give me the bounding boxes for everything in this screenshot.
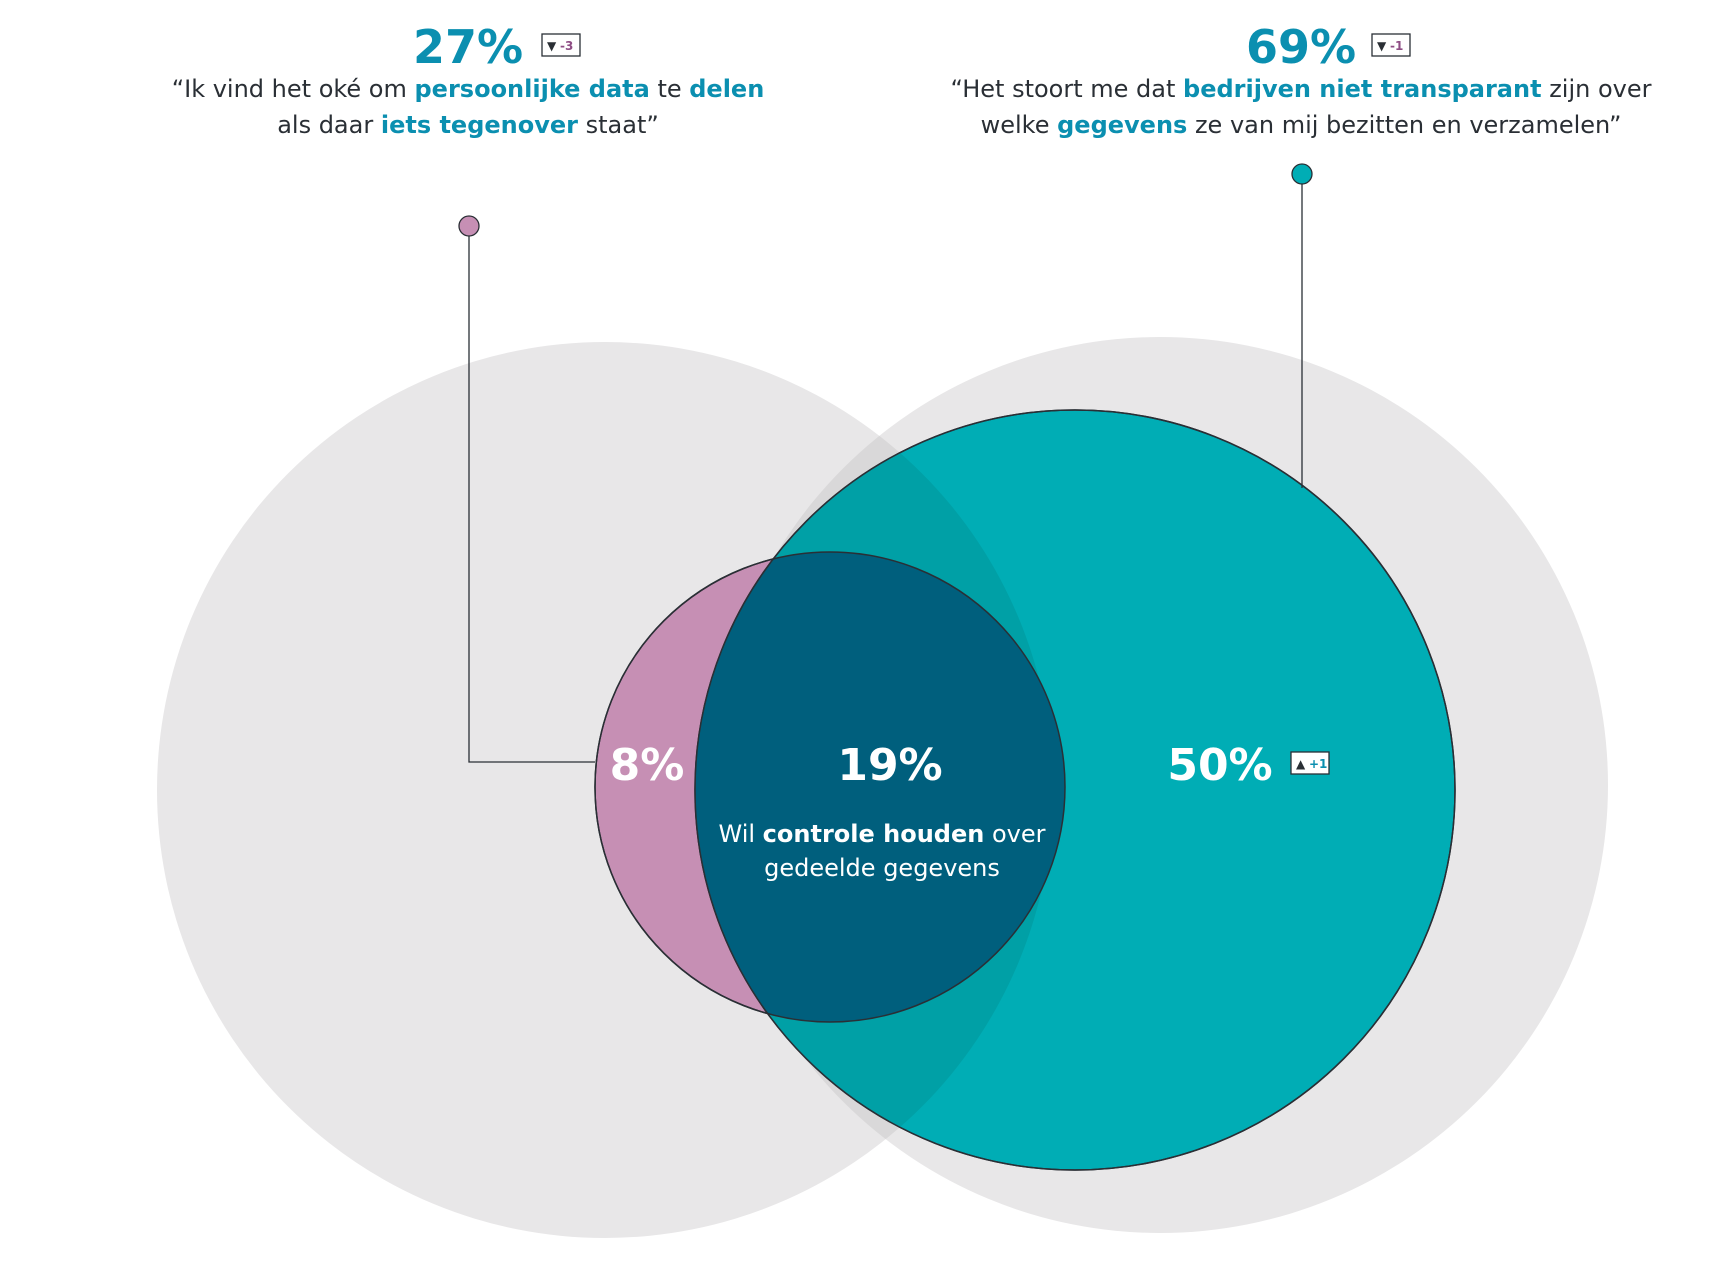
right-quote-line1: “Het stoort me dat bedrijven niet transp… — [951, 75, 1652, 103]
right-quote-line2: welke gegevens ze van mij bezitten en ve… — [981, 111, 1622, 139]
right-callout-dot — [1291, 163, 1313, 185]
overlap-label-line2: gedeelde gegevens — [764, 854, 1000, 882]
teal-badge-value: +1 — [1309, 757, 1327, 771]
left-change-badge: ▼ -3 — [541, 33, 581, 57]
quote-text: staat” — [578, 111, 659, 139]
quote-text: zijn over — [1542, 75, 1652, 103]
pink-circle-outline — [594, 551, 1066, 1023]
pink-only-percent: 8% — [610, 740, 685, 791]
quote-text: welke — [981, 111, 1058, 139]
down-arrow-icon: ▼ — [1377, 39, 1387, 53]
highlight-text: bedrijven niet transparant — [1183, 75, 1542, 103]
left-quote-line2: als daar iets tegenover staat” — [277, 111, 659, 139]
teal-only-percent: 50% — [1167, 740, 1272, 791]
quote-text: ze van mij bezitten en verzamelen” — [1187, 111, 1621, 139]
quote-text: over — [984, 820, 1045, 848]
right-badge-value: -1 — [1390, 39, 1403, 53]
highlight-text: delen — [689, 75, 764, 103]
quote-text: als daar — [277, 111, 381, 139]
overlap-label-line1: Wil controle houden over — [719, 820, 1046, 848]
right-change-badge: ▼ -1 — [1371, 33, 1411, 57]
up-arrow-icon: ▲ — [1296, 757, 1306, 771]
overlap-percent: 19% — [837, 740, 942, 791]
highlight-text: gegevens — [1057, 111, 1187, 139]
left-callout-dot — [458, 215, 480, 237]
right-percent: 69% — [1246, 20, 1356, 74]
teal-circle-outline — [694, 409, 1456, 1171]
quote-text: “Ik vind het oké om — [172, 75, 415, 103]
down-arrow-icon: ▼ — [547, 39, 557, 53]
left-badge-value: -3 — [560, 39, 573, 53]
quote-text: te — [650, 75, 689, 103]
left-percent: 27% — [413, 20, 523, 74]
highlight-text: controle houden — [763, 820, 985, 848]
highlight-text: iets tegenover — [381, 111, 578, 139]
quote-text: Wil — [719, 820, 763, 848]
left-callout-line — [468, 226, 595, 763]
teal-change-badge: ▲ +1 — [1290, 751, 1330, 775]
highlight-text: persoonlijke data — [415, 75, 650, 103]
quote-text: “Het stoort me dat — [951, 75, 1184, 103]
left-quote-line1: “Ik vind het oké om persoonlijke data te… — [172, 75, 765, 103]
